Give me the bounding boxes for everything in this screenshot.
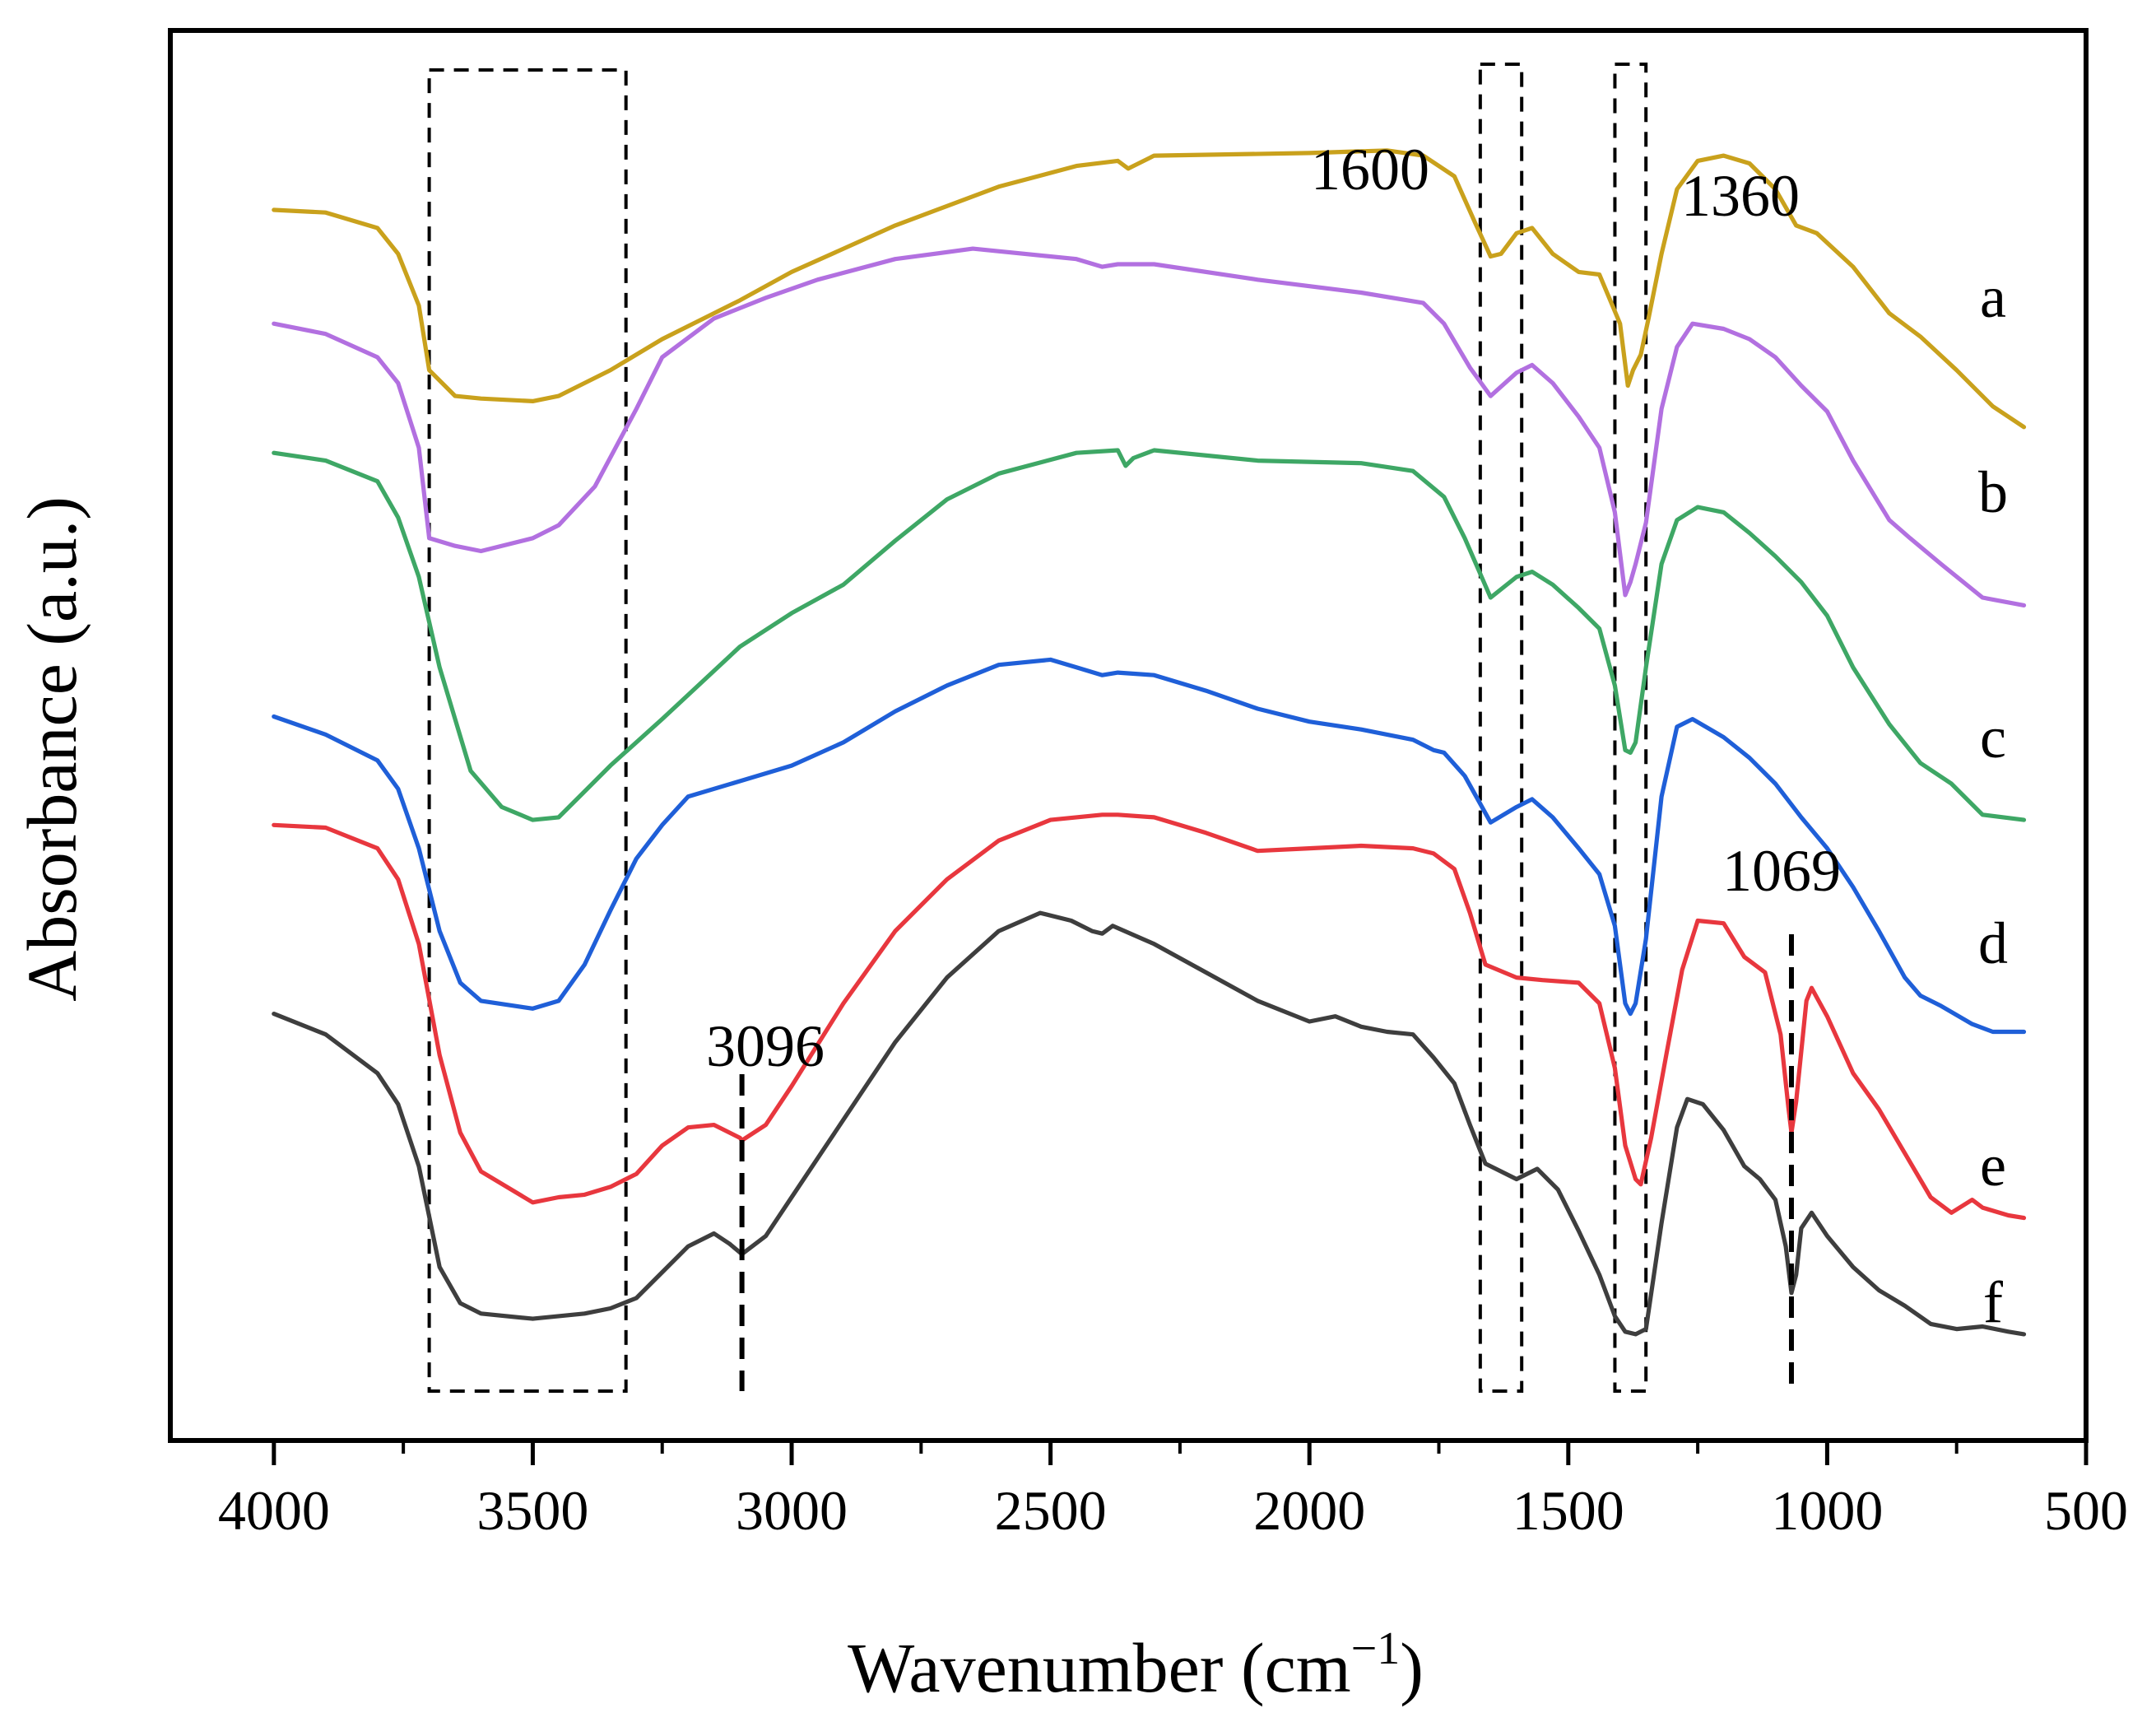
highlight-region-2 [1478,63,1524,1393]
series-a-line [272,148,2027,430]
x-axis-title-close: ) [1400,1628,1424,1707]
series-e-line [272,812,2027,1221]
annotation-1069: 1069 [1722,838,1841,904]
x-tick-label-2500: 2500 [995,1479,1107,1542]
series-label-f: f [1983,1269,2003,1335]
x-tick-label-1500: 1500 [1512,1479,1624,1542]
highlight-region-3 [1613,63,1648,1393]
highlight-regions [427,63,1648,1393]
series-labels: a b c d e f [1978,264,2008,1335]
x-tick-label-2000: 2000 [1253,1479,1365,1542]
spectra [272,148,2027,1337]
y-axis-title: Absorbance (a.u.) [12,496,91,1002]
x-tick-label-3500: 3500 [476,1479,588,1542]
x-axis-ticks: 4000 3500 3000 2500 2000 1500 1000 500 [218,1440,2128,1542]
series-label-a: a [1980,264,2006,330]
series-label-b: b [1978,459,2008,525]
series-f-line [272,910,2027,1337]
peak-annotations: 1600 1360 1069 3096 [706,137,1841,1079]
series-c-line [272,448,2027,822]
series-b-line [272,246,2027,607]
x-tick-label-4000: 4000 [218,1479,330,1542]
x-tick-label-500: 500 [2044,1479,2128,1542]
x-tick-label-3000: 3000 [736,1479,848,1542]
series-label-d: d [1978,910,2008,976]
annotation-1600: 1600 [1311,137,1429,202]
marker-lines [739,934,1794,1391]
plot-frame [168,28,2089,1443]
x-tick-label-1000: 1000 [1771,1479,1883,1542]
series-d-line [272,657,2027,1035]
x-axis-title: Wavenumber (cm−1) [848,1623,1424,1707]
series-label-c: c [1980,705,2006,770]
x-axis-title-superscript: −1 [1351,1623,1401,1674]
annotation-1360: 1360 [1681,163,1800,229]
annotation-3096: 3096 [706,1013,825,1079]
series-label-e: e [1980,1133,2006,1198]
highlight-region-1 [427,68,628,1393]
